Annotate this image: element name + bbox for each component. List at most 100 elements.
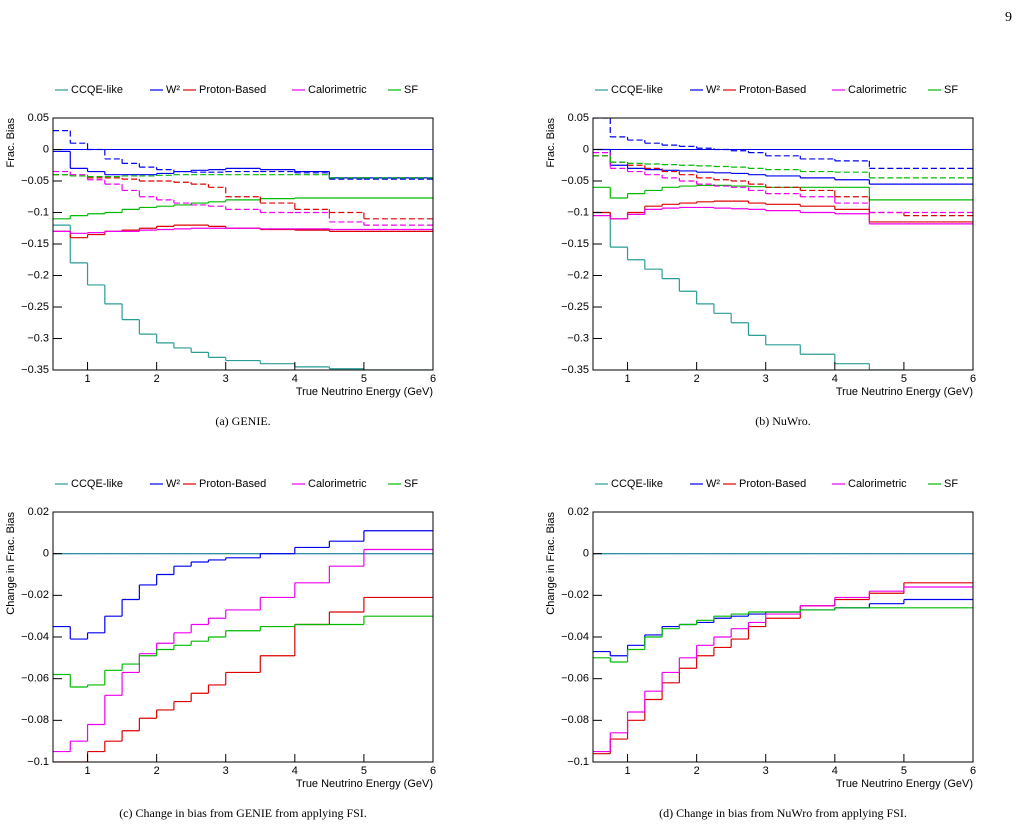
legend-label: SF: [404, 478, 418, 490]
x-tick-label: 6: [970, 765, 976, 777]
y-tick-label: −0.06: [21, 673, 49, 685]
series: [593, 148, 973, 185]
series: [53, 227, 433, 234]
legend-label: Calorimetric: [848, 84, 907, 96]
x-tick-label: 1: [84, 765, 90, 777]
legend-label: W²: [706, 478, 720, 490]
y-tick-label: 0.05: [28, 112, 49, 124]
y-tick-label: −0.15: [561, 238, 589, 250]
x-axis-label: True Neutrino Energy (GeV): [296, 386, 433, 398]
x-tick-label: 5: [361, 765, 367, 777]
y-tick-label: −0.15: [21, 238, 49, 250]
series: [53, 197, 433, 220]
y-tick-label: −0.08: [21, 714, 49, 726]
y-tick-label: −0.2: [27, 269, 49, 281]
x-tick-label: 5: [361, 373, 367, 385]
caption: (d) Change in bias from NuWro from apply…: [659, 806, 907, 820]
legend-label: Proton-Based: [199, 84, 266, 96]
x-tick-label: 2: [154, 765, 160, 777]
legend-label: SF: [404, 84, 418, 96]
plot: [593, 118, 973, 370]
legend-label: CCQE-like: [71, 478, 123, 490]
y-axis-label: Change in Frac. Bias: [5, 512, 17, 615]
x-tick-label: 4: [292, 765, 298, 777]
series: [593, 184, 973, 201]
series: [53, 530, 433, 640]
x-tick-label: 1: [84, 373, 90, 385]
y-tick-label: 0: [583, 143, 589, 155]
panel: CCQE-like W² Proton-Based Calorimetric SF 0.0…: [545, 478, 976, 820]
y-tick-label: −0.04: [561, 631, 589, 643]
y-tick-label: −0.3: [27, 332, 49, 344]
caption: (b) NuWro.: [755, 414, 811, 428]
x-tick-label: 6: [430, 373, 436, 385]
legend-label: CCQE-like: [71, 84, 123, 96]
x-tick-label: 3: [763, 373, 769, 385]
series: [53, 170, 433, 226]
y-tick-label: 0: [43, 548, 49, 560]
x-tick-label: 2: [154, 373, 160, 385]
caption: (a) GENIE.: [215, 414, 270, 428]
x-tick-label: 6: [430, 765, 436, 777]
legend-label: Calorimetric: [848, 478, 907, 490]
x-tick-label: 3: [223, 373, 229, 385]
plot: [53, 530, 433, 762]
y-tick-label: −0.06: [561, 673, 589, 685]
x-tick-label: 3: [763, 765, 769, 777]
x-axis-label: True Neutrino Energy (GeV): [836, 778, 973, 790]
x-tick-label: 4: [832, 765, 838, 777]
legend-label: Proton-Based: [739, 478, 806, 490]
y-tick-label: −0.04: [21, 631, 49, 643]
y-tick-label: −0.02: [561, 589, 589, 601]
y-tick-label: −0.35: [21, 364, 49, 376]
x-tick-label: 4: [292, 373, 298, 385]
legend-label: W²: [166, 84, 180, 96]
panel: CCQE-like W² Proton-Based Calorimetric SF 0.0…: [5, 478, 436, 820]
y-tick-label: −0.1: [567, 206, 589, 218]
plot-frame: [52, 117, 434, 371]
plot: [593, 553, 973, 755]
legend-label: W²: [706, 84, 720, 96]
panel: CCQE-like W² Proton-Based Calorimetric SF 0.0…: [545, 84, 976, 428]
y-tick-label: 0.05: [568, 112, 589, 124]
y-axis-label: Change in Frac. Bias: [545, 512, 557, 615]
y-tick-label: 0: [583, 548, 589, 560]
series: [53, 174, 433, 179]
panel: CCQE-like W² Proton-Based Calorimetric SF 0.0…: [5, 84, 436, 428]
x-tick-label: 5: [901, 373, 907, 385]
page-number: 9: [1005, 10, 1012, 25]
y-axis-label: Frac. Bias: [545, 118, 557, 168]
legend-label: Calorimetric: [308, 84, 367, 96]
series: [593, 155, 973, 179]
x-tick-label: 4: [832, 373, 838, 385]
x-tick-label: 6: [970, 373, 976, 385]
y-tick-label: −0.02: [21, 589, 49, 601]
y-tick-label: −0.3: [567, 332, 589, 344]
x-tick-label: 1: [624, 765, 630, 777]
y-tick-label: 0: [43, 143, 49, 155]
series: [53, 615, 433, 688]
series: [593, 607, 973, 663]
x-tick-label: 2: [694, 373, 700, 385]
y-tick-label: −0.1: [27, 206, 49, 218]
series: [593, 206, 973, 225]
series: [593, 118, 973, 169]
legend-label: CCQE-like: [611, 478, 663, 490]
plot: [53, 130, 433, 370]
caption: (c) Change in bias from GENIE from apply…: [119, 806, 367, 820]
y-tick-label: −0.1: [567, 756, 589, 768]
y-axis-label: Frac. Bias: [5, 118, 17, 168]
series: [53, 130, 433, 180]
series: [593, 200, 973, 223]
y-tick-label: −0.05: [561, 175, 589, 187]
y-tick-label: 0.02: [28, 506, 49, 518]
y-tick-label: −0.08: [561, 714, 589, 726]
x-tick-label: 5: [901, 765, 907, 777]
legend-label: SF: [944, 478, 958, 490]
legend-label: Proton-Based: [199, 478, 266, 490]
legend-label: Calorimetric: [308, 478, 367, 490]
series: [53, 548, 433, 753]
y-tick-label: −0.2: [567, 269, 589, 281]
series: [593, 152, 973, 214]
